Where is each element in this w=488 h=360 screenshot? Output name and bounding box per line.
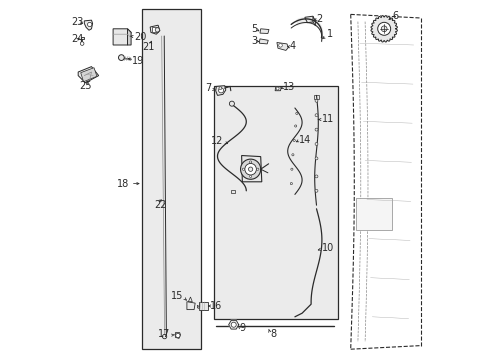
Polygon shape	[186, 302, 195, 310]
Polygon shape	[197, 305, 199, 309]
Bar	[152, 27, 158, 32]
Text: 19: 19	[132, 56, 144, 66]
Polygon shape	[81, 68, 97, 82]
Polygon shape	[188, 297, 192, 302]
Circle shape	[293, 139, 295, 141]
Circle shape	[229, 101, 234, 106]
Bar	[213, 86, 337, 319]
Circle shape	[249, 161, 251, 163]
Polygon shape	[127, 29, 131, 45]
Circle shape	[219, 87, 222, 90]
Text: 7: 7	[204, 83, 211, 93]
Bar	[230, 190, 235, 193]
Circle shape	[294, 125, 296, 127]
Text: 11: 11	[321, 114, 333, 124]
Polygon shape	[260, 29, 268, 33]
Circle shape	[244, 163, 256, 175]
Circle shape	[80, 42, 84, 45]
Circle shape	[314, 143, 317, 145]
Bar	[355, 198, 391, 230]
Text: 16: 16	[209, 301, 222, 311]
Polygon shape	[81, 37, 83, 42]
Text: 17: 17	[158, 329, 170, 339]
Polygon shape	[259, 39, 268, 44]
Circle shape	[278, 44, 282, 47]
Text: 23: 23	[71, 17, 83, 27]
Text: 20: 20	[134, 32, 147, 42]
Circle shape	[231, 322, 236, 327]
Circle shape	[118, 55, 124, 60]
Bar	[142, 9, 201, 349]
Polygon shape	[228, 320, 238, 329]
Text: 1: 1	[326, 29, 333, 39]
Polygon shape	[312, 16, 315, 26]
Circle shape	[248, 167, 252, 171]
Text: 24: 24	[71, 34, 83, 44]
Text: 3: 3	[250, 36, 257, 46]
Polygon shape	[175, 333, 180, 338]
Circle shape	[240, 159, 260, 179]
Text: 8: 8	[270, 329, 276, 339]
Polygon shape	[84, 20, 92, 30]
Polygon shape	[113, 29, 131, 45]
Circle shape	[218, 88, 223, 93]
Text: 4: 4	[289, 41, 295, 51]
Circle shape	[377, 22, 390, 35]
Circle shape	[381, 26, 386, 32]
Polygon shape	[150, 25, 160, 34]
Circle shape	[87, 22, 92, 27]
Text: 2: 2	[316, 14, 322, 24]
Text: 5: 5	[250, 24, 257, 34]
Text: 15: 15	[171, 291, 183, 301]
Circle shape	[291, 154, 293, 156]
Bar	[314, 95, 318, 99]
Text: 22: 22	[153, 200, 166, 210]
Circle shape	[314, 128, 317, 131]
Circle shape	[314, 99, 317, 102]
Polygon shape	[370, 15, 397, 42]
Text: 6: 6	[392, 11, 398, 21]
Polygon shape	[275, 86, 281, 91]
Bar	[199, 302, 208, 310]
Text: 14: 14	[298, 135, 310, 145]
Circle shape	[155, 28, 159, 32]
Circle shape	[249, 175, 251, 177]
Circle shape	[295, 112, 297, 114]
Polygon shape	[215, 86, 225, 95]
Polygon shape	[78, 67, 99, 83]
Text: 21: 21	[142, 42, 154, 52]
Circle shape	[276, 87, 279, 90]
Text: 9: 9	[239, 323, 245, 333]
Text: 25: 25	[79, 81, 91, 91]
Circle shape	[314, 114, 317, 117]
Text: 18: 18	[117, 179, 129, 189]
Circle shape	[314, 157, 317, 160]
Circle shape	[314, 189, 317, 192]
Text: 12: 12	[211, 136, 223, 146]
Polygon shape	[276, 42, 288, 50]
Polygon shape	[305, 16, 315, 23]
Circle shape	[314, 175, 317, 178]
Circle shape	[175, 333, 180, 338]
Circle shape	[290, 168, 292, 170]
Circle shape	[242, 168, 244, 170]
Text: 10: 10	[321, 243, 333, 253]
Circle shape	[162, 334, 166, 339]
Circle shape	[290, 183, 292, 185]
Text: 13: 13	[282, 82, 294, 92]
Polygon shape	[241, 156, 261, 182]
Circle shape	[256, 168, 258, 170]
